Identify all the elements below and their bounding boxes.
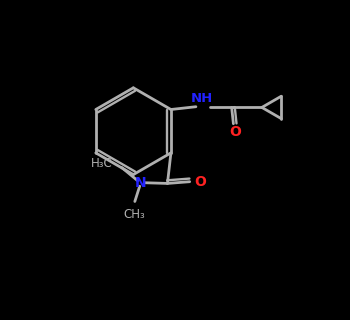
Text: H₃C: H₃C [91,157,113,170]
Text: O: O [194,175,206,189]
Text: NH: NH [191,92,213,105]
Text: O: O [229,125,241,139]
Text: N: N [134,176,146,190]
Text: CH₃: CH₃ [123,208,145,221]
